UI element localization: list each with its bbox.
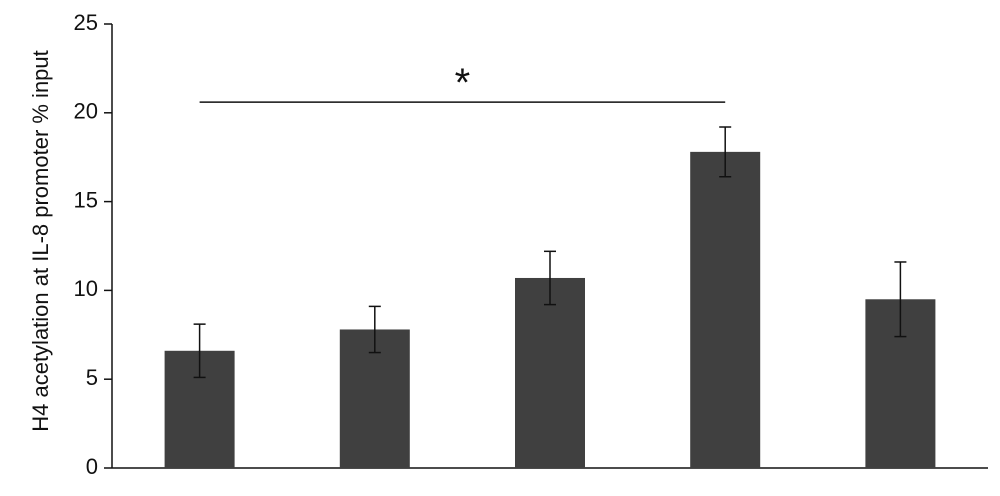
significance-star: * (455, 61, 471, 105)
y-axis-title: H4 acetylation at IL-8 promoter % input (28, 50, 53, 432)
axes: 0 5 10 15 20 25 (74, 10, 988, 479)
y-tick-label: 10 (74, 276, 98, 301)
bar (515, 277, 585, 468)
error-bars-group (193, 126, 907, 379)
y-tick-label: 5 (86, 365, 98, 390)
y-tick-label: 25 (74, 10, 98, 35)
bar (690, 151, 761, 468)
annotations-group: * (199, 61, 726, 105)
y-tick-label: 20 (74, 99, 98, 124)
y-tick-label: 0 (86, 454, 98, 479)
bars-group (164, 151, 936, 468)
y-tick-label: 15 (74, 187, 98, 212)
